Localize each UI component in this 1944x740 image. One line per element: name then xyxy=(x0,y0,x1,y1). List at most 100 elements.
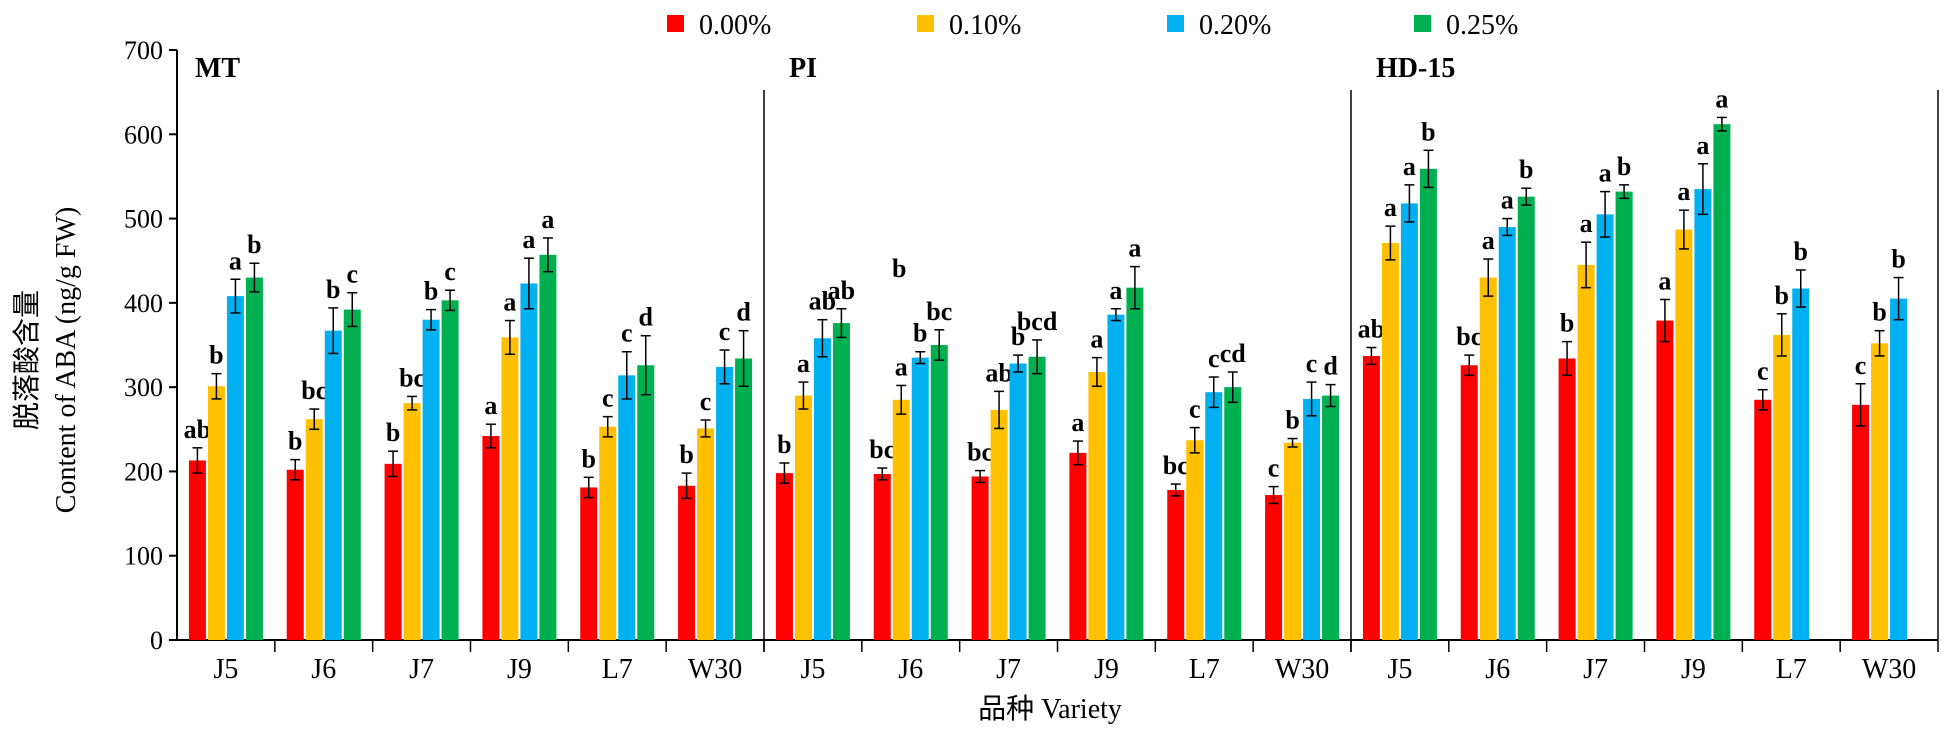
significance-label: a xyxy=(1696,131,1709,160)
significance-label: bc xyxy=(399,363,425,392)
bar-0.10pct xyxy=(1186,440,1204,640)
significance-label: c xyxy=(1306,349,1318,378)
legend-label: 0.20% xyxy=(1199,10,1271,41)
significance-label: c xyxy=(621,319,633,348)
x-category-label: J6 xyxy=(311,654,336,685)
significance-label: b xyxy=(777,430,791,459)
bar-0.20pct xyxy=(520,283,538,640)
bar-0.10pct xyxy=(207,386,225,640)
x-category-label: L7 xyxy=(1776,654,1807,685)
significance-label: b xyxy=(1421,117,1435,146)
x-category-label: J9 xyxy=(507,654,532,685)
significance-label: c xyxy=(1757,357,1769,386)
significance-label: a xyxy=(895,352,908,381)
bar-0.25pct xyxy=(343,309,361,640)
bar-0.20pct xyxy=(226,296,244,640)
bar-0.25pct xyxy=(1713,124,1731,640)
bar-0.10pct xyxy=(403,403,421,640)
legend-swatch-0.20pct xyxy=(1167,15,1184,32)
x-axis-title: 品种 Variety xyxy=(978,693,1122,725)
significance-label: a xyxy=(1501,186,1514,215)
significance-label: a xyxy=(1403,152,1416,181)
significance-label: b xyxy=(1011,322,1025,351)
significance-label: b xyxy=(1560,309,1574,338)
x-category-label: J5 xyxy=(213,654,238,685)
significance-label: bc xyxy=(967,438,993,467)
bar-0.25pct xyxy=(1419,168,1437,641)
significance-label: a xyxy=(1384,193,1397,222)
significance-label: b xyxy=(424,277,438,306)
bar-0.25pct xyxy=(1517,196,1535,640)
x-category-label: L7 xyxy=(602,654,633,685)
bar-0.00pct xyxy=(384,463,402,640)
significance-label: bc xyxy=(301,376,327,405)
bar-0.10pct xyxy=(990,409,1008,640)
significance-label: c xyxy=(1855,351,1867,380)
bar-0.00pct xyxy=(873,473,891,640)
bar-0.25pct xyxy=(1322,395,1340,640)
significance-label: ab xyxy=(1358,315,1385,344)
bar-0.10pct xyxy=(1773,334,1791,640)
y-tick-label: 500 xyxy=(124,205,163,234)
y-tick-label: 400 xyxy=(124,289,163,318)
significance-label: b xyxy=(209,341,223,370)
significance-label: a xyxy=(1482,226,1495,255)
significance-label: a xyxy=(522,225,535,254)
significance-label: b xyxy=(1794,237,1808,266)
bar-0.25pct xyxy=(441,300,459,640)
y-tick-label: 600 xyxy=(124,120,163,149)
bar-0.00pct xyxy=(775,473,793,640)
bar-0.10pct xyxy=(1577,264,1595,640)
bar-0.25pct xyxy=(1126,287,1144,640)
bar-0.20pct xyxy=(422,319,440,640)
significance-label: cd xyxy=(1220,339,1247,368)
bar-0.00pct xyxy=(1069,452,1087,640)
x-category-label: J9 xyxy=(1681,654,1706,685)
significance-label: c xyxy=(700,387,712,416)
legend-label: 0.25% xyxy=(1446,10,1518,41)
y-tick-label: 100 xyxy=(124,542,163,571)
x-category-label: J7 xyxy=(409,654,434,685)
bar-0.25pct xyxy=(930,345,948,640)
bar-0.00pct xyxy=(1656,320,1674,640)
bar-0.10pct xyxy=(1284,442,1302,640)
panel-label: PI xyxy=(789,53,817,84)
bar-0.00pct xyxy=(1265,495,1283,640)
bar-0.00pct xyxy=(1460,365,1478,640)
significance-label: a xyxy=(1677,177,1690,206)
bar-0.25pct xyxy=(539,254,557,641)
significance-label: d xyxy=(639,303,654,332)
bar-0.20pct xyxy=(1009,363,1027,640)
significance-label: b xyxy=(1285,406,1299,435)
significance-label: ab xyxy=(809,287,836,316)
bar-0.20pct xyxy=(618,375,636,640)
significance-label: ab xyxy=(828,276,855,305)
significance-label: ab xyxy=(184,415,211,444)
bar-0.00pct xyxy=(1754,399,1772,640)
bar-0.10pct xyxy=(1479,277,1497,640)
significance-label: bc xyxy=(926,297,952,326)
bar-0.10pct xyxy=(1088,371,1106,640)
significance-label: a xyxy=(1715,84,1728,113)
bar-0.10pct xyxy=(599,426,617,640)
x-category-label: J7 xyxy=(1583,654,1608,685)
significance-label: b xyxy=(1872,298,1886,327)
bar-0.00pct xyxy=(188,460,206,640)
bar-0.10pct xyxy=(697,428,715,640)
significance-label: a xyxy=(503,288,516,317)
significance-label: c xyxy=(719,317,731,346)
y-axis-title-en: Content of ABA (ng/g FW) xyxy=(51,207,82,513)
bar-0.00pct xyxy=(1558,358,1576,640)
significance-label: a xyxy=(1580,209,1593,238)
significance-label: bcd xyxy=(1017,307,1058,336)
significance-label: b xyxy=(1891,245,1905,274)
significance-label: b xyxy=(582,444,596,473)
significance-label: b xyxy=(1617,152,1631,181)
significance-label: bc xyxy=(1163,451,1189,480)
panel-label: MT xyxy=(195,53,240,84)
bar-0.00pct xyxy=(1852,404,1870,640)
bar-0.25pct xyxy=(1028,356,1046,640)
significance-label: a xyxy=(541,205,554,234)
x-category-label: W30 xyxy=(688,654,742,685)
significance-label: c xyxy=(602,384,614,413)
